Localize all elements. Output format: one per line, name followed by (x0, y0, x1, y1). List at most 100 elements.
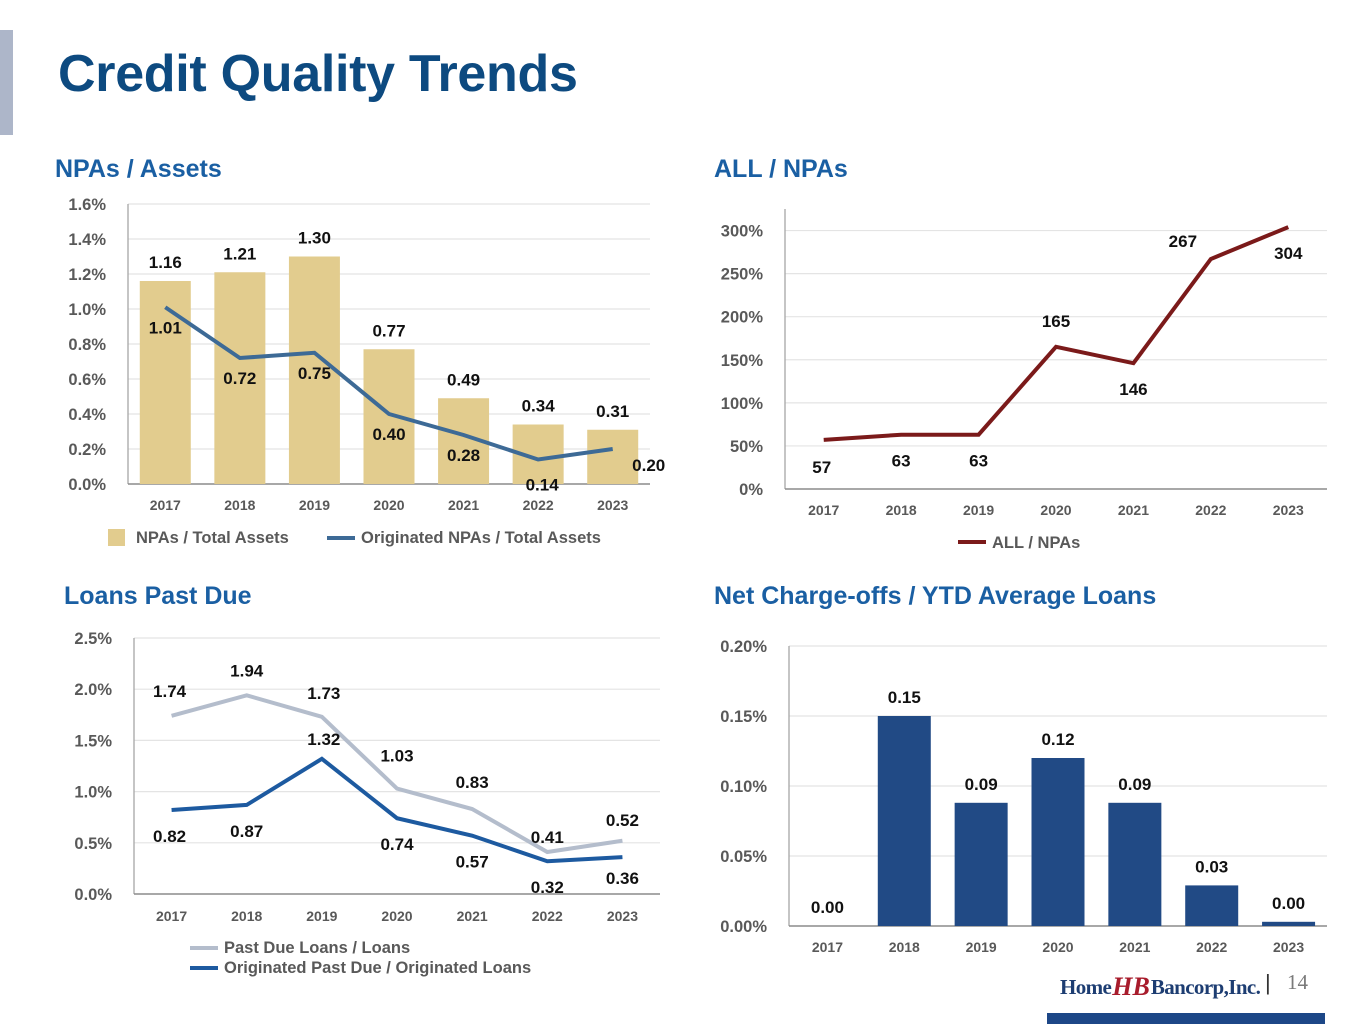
data-label: 1.30 (298, 229, 331, 248)
data-label: 1.16 (149, 253, 182, 272)
data-label: 1.21 (223, 244, 256, 263)
y-tick-label: 300% (721, 223, 764, 241)
legend-label: Originated NPAs / Total Assets (361, 529, 601, 547)
x-tick-label: 2021 (1118, 502, 1149, 518)
data-label: 0.72 (223, 369, 256, 388)
loans-past-due-title: Loans Past Due (64, 582, 252, 610)
x-tick-label: 2017 (156, 908, 187, 924)
x-tick-label: 2018 (224, 497, 255, 513)
title-accent-bar (0, 30, 13, 135)
x-tick-label: 2018 (231, 908, 262, 924)
y-tick-label: 0.15% (720, 708, 767, 726)
x-tick-label: 2023 (607, 908, 638, 924)
y-tick-label: 1.5% (74, 732, 112, 750)
data-label: 0.03 (1195, 857, 1228, 876)
series-line-1 (171, 756, 623, 864)
data-label: 0.82 (153, 827, 186, 846)
x-tick-label: 2022 (1196, 939, 1227, 955)
data-label: 0.74 (380, 835, 414, 854)
data-label: 146 (1119, 380, 1147, 399)
data-label: 0.15 (888, 688, 921, 707)
net-charge-offs-title: Net Charge-offs / YTD Average Loans (714, 582, 1157, 610)
data-label: 1.74 (153, 682, 187, 701)
series-line-0 (171, 693, 623, 855)
y-tick-label: 0% (739, 481, 763, 499)
x-tick-label: 2021 (448, 497, 479, 513)
x-tick-label: 2022 (532, 908, 563, 924)
x-tick-label: 2021 (1119, 939, 1150, 955)
y-tick-label: 0.6% (68, 371, 106, 389)
data-label: 0.14 (526, 476, 560, 495)
x-tick-label: 2020 (381, 908, 412, 924)
x-tick-label: 2019 (963, 502, 994, 518)
y-tick-label: 0.2% (68, 441, 106, 459)
y-tick-label: 0.00% (720, 918, 767, 936)
x-tick-label: 2018 (886, 502, 917, 518)
data-label: 0.77 (372, 321, 405, 340)
footer-separator: | (1265, 970, 1271, 995)
y-tick-label: 0.0% (68, 476, 106, 494)
data-label: 0.09 (1118, 775, 1151, 794)
x-tick-label: 2019 (306, 908, 337, 924)
y-tick-label: 0.8% (68, 336, 106, 354)
data-label: 0.20 (632, 456, 665, 475)
data-label: 0.28 (447, 446, 480, 465)
bar-2019 (288, 256, 340, 484)
legend-label: Past Due Loans / Loans (224, 939, 410, 957)
y-tick-label: 100% (721, 395, 764, 413)
data-label: 1.03 (380, 747, 413, 766)
y-tick-label: 0.0% (74, 886, 112, 904)
data-label: 0.49 (447, 370, 480, 389)
data-label: 63 (969, 452, 988, 471)
data-label: 0.00 (1272, 894, 1305, 913)
data-label: 0.75 (298, 364, 331, 383)
x-tick-label: 2023 (597, 497, 628, 513)
y-tick-label: 50% (730, 438, 763, 456)
x-tick-label: 2023 (1273, 502, 1304, 518)
y-tick-label: 0.20% (720, 638, 767, 656)
y-tick-label: 2.0% (74, 681, 112, 699)
bar-2023 (1262, 921, 1316, 926)
data-label: 165 (1042, 312, 1070, 331)
logo-text-bancorp: Bancorp,Inc. (1150, 974, 1261, 999)
data-label: 0.41 (531, 828, 564, 847)
bar-2020 (1031, 758, 1085, 926)
bar-2023 (587, 429, 639, 484)
bar-2019 (954, 802, 1008, 926)
legend-swatch-npas-total-assets (108, 529, 125, 546)
y-tick-label: 150% (721, 352, 764, 370)
data-label: 0.12 (1041, 730, 1074, 749)
legend-label: ALL / NPAs (992, 534, 1080, 552)
bar-2018 (877, 716, 931, 926)
x-tick-label: 2021 (457, 908, 488, 924)
logo-text-home: Home (1060, 974, 1112, 999)
data-label: 267 (1169, 232, 1197, 251)
all-npas-title: ALL / NPAs (714, 155, 848, 183)
bar-2018 (214, 272, 266, 484)
npas-assets-title: NPAs / Assets (55, 155, 222, 183)
data-label: 0.34 (522, 397, 556, 416)
company-logo: Home HB Bancorp,Inc. (1060, 972, 1261, 1002)
y-tick-label: 1.0% (74, 784, 112, 802)
footer-band (1047, 1013, 1325, 1024)
x-tick-label: 2020 (1042, 939, 1073, 955)
data-label: 0.57 (456, 853, 489, 872)
y-tick-label: 0.10% (720, 778, 767, 796)
data-label: 0.40 (372, 425, 405, 444)
x-tick-label: 2018 (889, 939, 920, 955)
y-tick-label: 250% (721, 266, 764, 284)
y-tick-label: 2.5% (74, 630, 112, 648)
x-tick-label: 2017 (808, 502, 839, 518)
logo-hb-mark-icon: HB (1112, 972, 1150, 1001)
y-tick-label: 0.05% (720, 848, 767, 866)
y-tick-label: 1.6% (68, 196, 106, 214)
data-label: 63 (892, 452, 911, 471)
bar-2020 (363, 349, 415, 484)
data-label: 1.01 (149, 318, 182, 337)
data-label: 1.32 (307, 730, 340, 749)
data-label: 57 (812, 458, 831, 477)
bar-2017 (139, 281, 191, 484)
y-tick-label: 0.4% (68, 406, 106, 424)
x-tick-label: 2017 (150, 497, 181, 513)
